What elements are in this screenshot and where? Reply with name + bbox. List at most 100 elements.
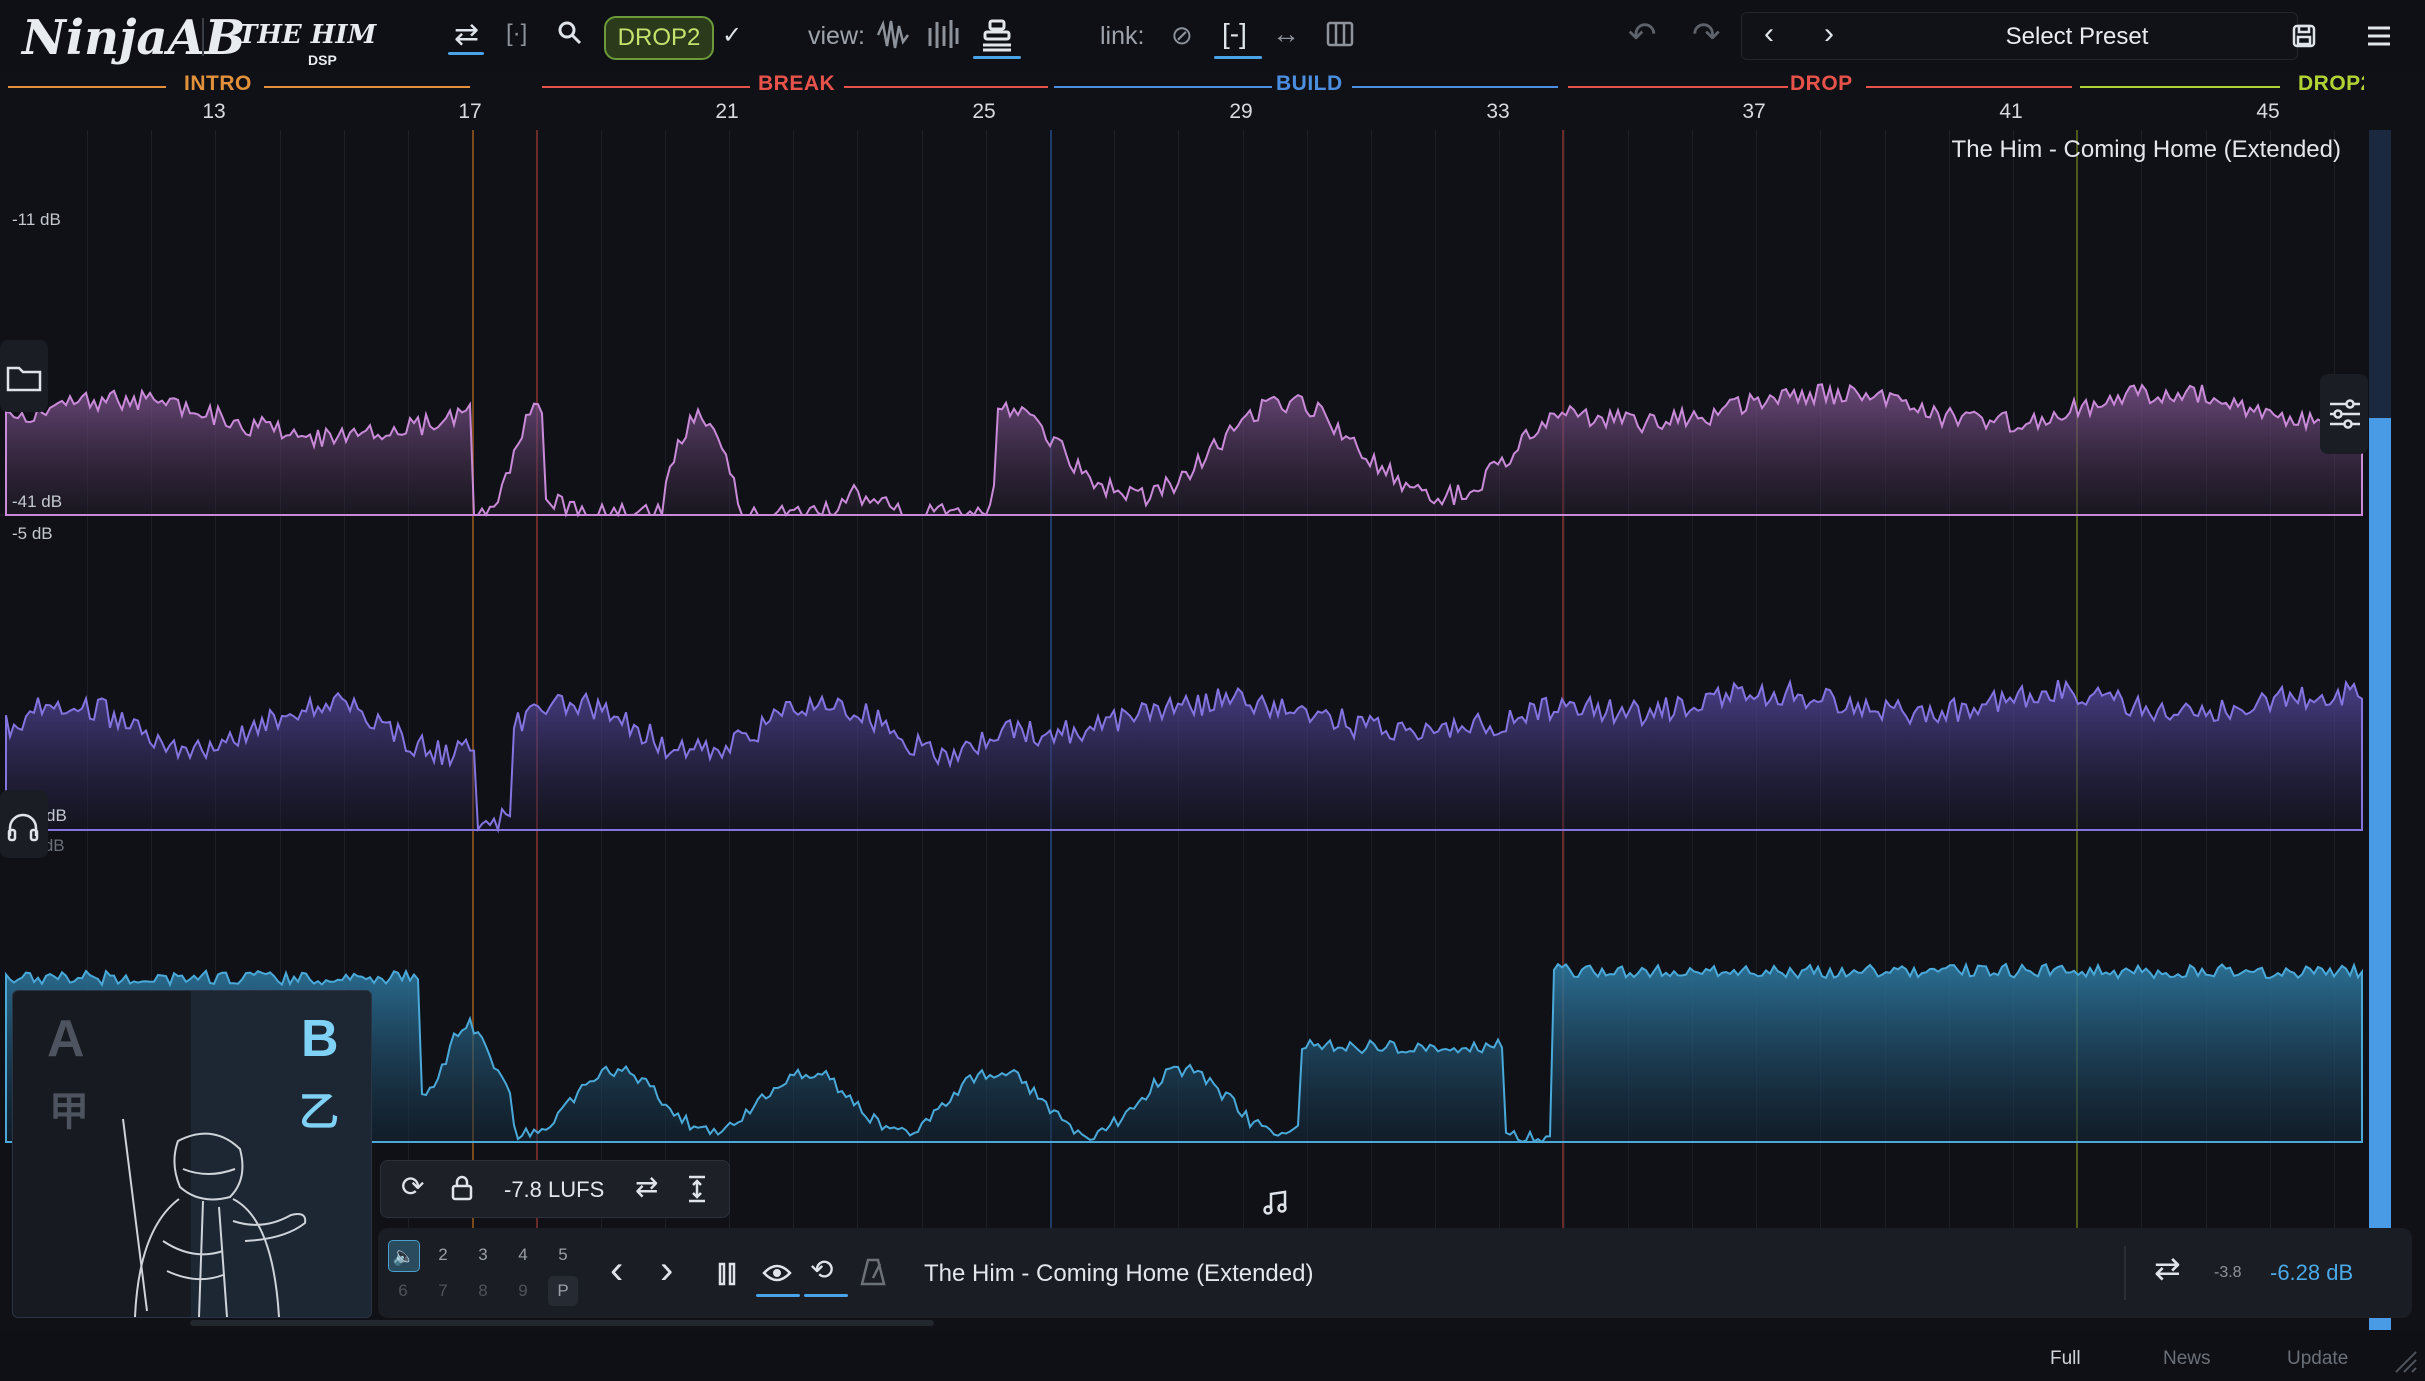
menu-icon[interactable] [2366,24,2392,53]
grid-line [408,130,409,1230]
undo-icon[interactable]: ↶ [1628,16,1657,54]
pause-icon[interactable] [718,1262,736,1291]
preset-tag-drop2[interactable]: DROP2 [604,16,714,60]
arrows-horizontal-icon[interactable]: ↔ [1272,18,1300,49]
slot-button[interactable]: 9 [518,1281,528,1300]
transport-track-name[interactable]: The Him - Coming Home (Extended) [924,1260,1314,1287]
grid-line [601,130,602,1230]
swap-icon[interactable]: ⇄ [2154,1250,2181,1286]
chevron-right-icon[interactable]: › [1824,17,1834,50]
zoom-icon[interactable] [557,20,583,52]
marker-line [1050,130,1052,1230]
settings-sliders-button[interactable] [2320,374,2368,454]
unlink-icon[interactable]: ⊘ [1171,20,1193,50]
section-drop2[interactable]: DROP2 [2298,72,2364,95]
slot-1-speaker-button[interactable]: 🔈 [388,1240,420,1272]
link-bracket-icon[interactable]: [-] [1222,18,1247,49]
status-update[interactable]: Update [2287,1348,2349,1369]
chevron-right-icon[interactable]: › [660,1248,674,1292]
timeline-ruler[interactable]: INTRO BREAK BUILD DROP DROP2 13 17 21 25… [0,72,2370,130]
chevron-left-icon[interactable]: ‹ [610,1248,624,1292]
section-build[interactable]: BUILD [1276,72,1343,95]
section-line [1568,86,1788,88]
bar-number: 45 [2256,100,2280,123]
section-line [2080,86,2280,88]
loop-icon[interactable]: ⟲ [810,1254,834,1285]
refresh-icon[interactable]: ⟳ [401,1171,425,1202]
marker-line [2076,130,2078,1230]
swap-icon[interactable]: ⇄ [635,1171,659,1202]
eye-icon[interactable] [762,1262,792,1289]
stack-active-underline [973,56,1021,59]
music-note-icon[interactable] [1262,1190,1290,1221]
transport-divider [2124,1246,2126,1300]
slot-button[interactable]: 6 [398,1281,408,1300]
grid-line [986,130,987,1230]
grid-line [922,130,923,1230]
ninja-illustration [122,1118,307,1317]
headphones-button[interactable] [0,790,48,858]
section-intro[interactable]: INTRO [184,72,252,95]
grid-line [2141,130,2142,1230]
grid-line [1371,130,1372,1230]
ab-switch-panel[interactable]: A 甲 B 乙 [12,990,372,1318]
grid-line [793,130,794,1230]
preset-selector[interactable]: ‹ › Select Preset [1741,12,2298,60]
slot-button[interactable]: 3 [478,1245,488,1264]
bracket-icon[interactable]: [·] [506,20,528,47]
bar-number: 17 [458,100,482,123]
stack-icon[interactable] [980,18,1014,57]
columns-icon[interactable] [1326,20,1354,53]
section-line [1054,86,1272,88]
preset-name[interactable]: Select Preset [2005,23,2149,50]
section-break[interactable]: BREAK [758,72,836,95]
slot-button[interactable]: 7 [438,1281,448,1300]
bars-icon[interactable] [926,18,960,57]
grid-line [280,130,281,1230]
logo-divider [202,18,204,56]
swap-icon[interactable]: ⇄ [454,18,480,51]
slot-button[interactable]: 5 [558,1245,568,1264]
section-line [8,86,166,88]
marker-line [472,130,474,1230]
ab-a-label[interactable]: A [47,1010,85,1068]
status-news[interactable]: News [2163,1348,2211,1369]
ab-b-side[interactable] [191,991,371,1317]
section-drop[interactable]: DROP [1790,72,1853,95]
grid-line [1564,130,1565,1230]
chevron-left-icon[interactable]: ‹ [1764,17,1774,50]
grid-line [1628,130,1629,1230]
fit-height-icon[interactable] [687,1175,707,1208]
slot-button[interactable]: 8 [478,1281,488,1300]
lock-icon[interactable] [451,1175,473,1206]
waveform-icon[interactable] [876,18,910,57]
status-full[interactable]: Full [2050,1348,2081,1369]
horizontal-scrollbar[interactable] [190,1320,934,1326]
slot-button[interactable]: 2 [438,1245,448,1264]
ab-b-label[interactable]: B [301,1010,339,1068]
sliders-icon [2330,399,2360,429]
lane-2-top-db: -5 dB [12,524,53,543]
lane-1-waveform [5,383,2363,519]
section-line [542,86,750,88]
folder-button[interactable] [0,340,48,412]
grid-line [857,130,858,1230]
resize-grip-icon[interactable] [2394,1350,2418,1379]
waveform-display[interactable]: -11 dB -41 dB -5 dB dB -6 dB [0,130,2370,1230]
grid-line [2270,130,2271,1230]
slot-p-button[interactable]: P [548,1276,578,1306]
metronome-icon[interactable] [860,1258,886,1291]
the-him-logo: THE HIM [238,20,377,50]
section-line [1352,86,1558,88]
grid-line [1820,130,1821,1230]
grid-line [215,130,216,1230]
bar-number: 21 [715,100,739,123]
lufs-value[interactable]: -7.8 LUFS [504,1177,605,1202]
folder-icon [6,366,42,392]
slot-button[interactable]: 4 [518,1245,528,1264]
check-icon[interactable]: ✓ [722,22,743,49]
gain-value[interactable]: -6.28 dB [2270,1260,2354,1285]
redo-icon[interactable]: ↷ [1692,16,1721,54]
grid-line [1435,130,1436,1230]
save-icon[interactable] [2292,24,2316,53]
